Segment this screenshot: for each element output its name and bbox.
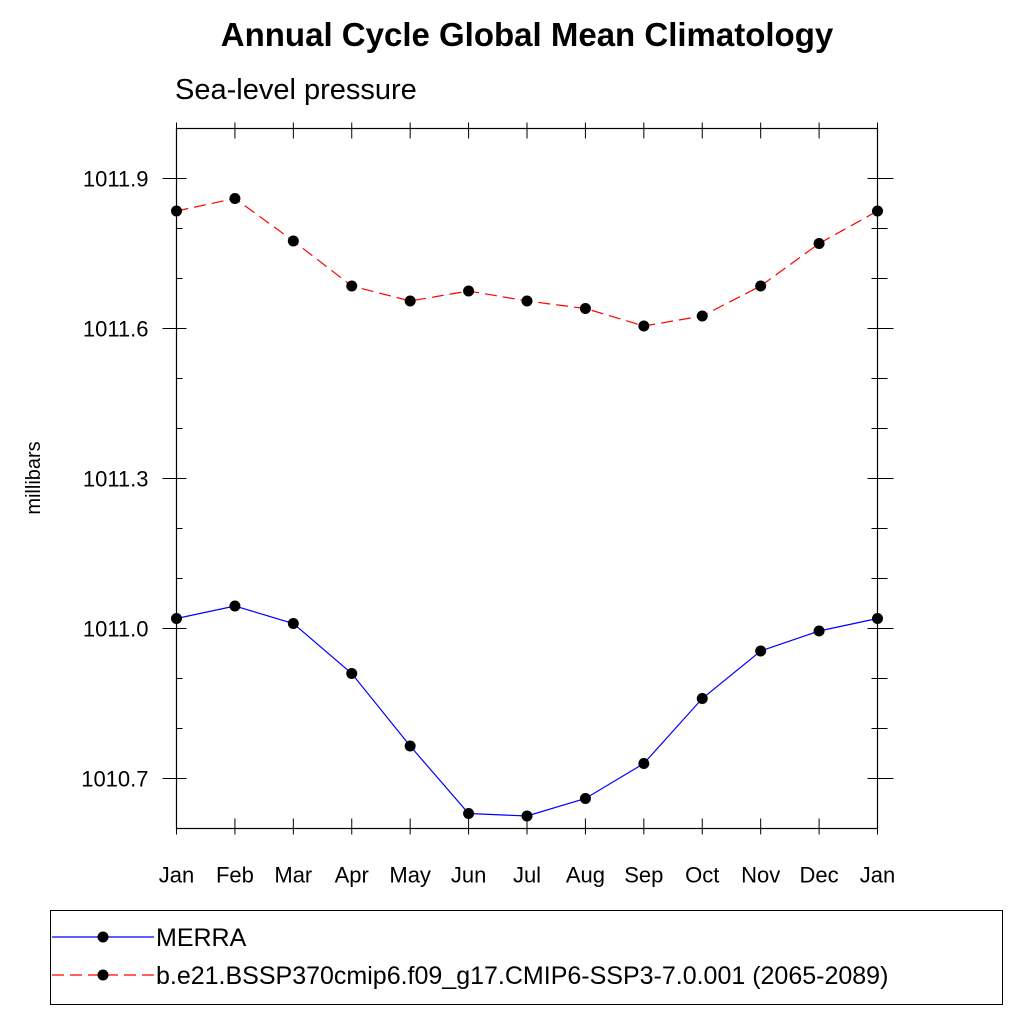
x-tick-label: Aug	[566, 863, 605, 888]
y-axis-label: millibars	[23, 441, 45, 514]
series-line-2	[176, 197, 878, 327]
x-tick-label: Feb	[216, 863, 254, 888]
legend-marker-2	[97, 969, 109, 981]
series-1-point	[696, 693, 708, 704]
y-tick-label: 1011.6	[83, 317, 149, 342]
series-1-point	[463, 808, 475, 819]
series-1-point	[638, 758, 650, 769]
series-1-point	[521, 810, 533, 822]
legend-box	[50, 910, 1003, 1005]
series-1-point	[755, 645, 767, 657]
series-2-point	[813, 238, 825, 249]
series-1-point	[346, 668, 358, 679]
x-tick-label: Mar	[274, 863, 312, 888]
series-1-point	[579, 793, 591, 804]
series-1-point	[229, 600, 241, 612]
x-tick-label: Nov	[741, 863, 780, 888]
legend-items: MERRA b.e21.BSSP370cmip6.f09_g17.CMIP6-SS…	[52, 924, 888, 990]
series-1-point	[404, 740, 416, 752]
series-2-point	[404, 295, 416, 307]
x-tick-label: Apr	[335, 863, 369, 888]
x-tick-label: Jan	[159, 863, 194, 888]
x-tick-label: Jan	[860, 863, 895, 888]
series-1-point	[171, 613, 182, 624]
series-2-point	[638, 320, 650, 332]
legend-marker-1	[97, 931, 109, 943]
y-tick-label: 1011.9	[83, 167, 149, 192]
series-2-point	[696, 310, 708, 322]
series-2-point	[287, 235, 299, 247]
series-2-point	[872, 205, 883, 217]
series-line-1	[176, 605, 878, 817]
series-layer	[171, 193, 883, 822]
x-tick-label: Jul	[513, 863, 541, 888]
legend-label-2: b.e21.BSSP370cmip6.f09_g17.CMIP6-SSP3-7.…	[156, 962, 888, 990]
series-2-point	[579, 303, 591, 314]
axis-ticks	[162, 122, 894, 835]
series-2-point	[229, 193, 241, 204]
chart-title: Annual Cycle Global Mean Climatology	[221, 16, 834, 53]
y-tick-label: 1011.0	[83, 617, 149, 642]
x-tick-label: Dec	[800, 863, 839, 888]
series-2-point	[755, 280, 767, 292]
x-tick-label: Jun	[451, 863, 486, 888]
series-2-point	[171, 205, 182, 217]
series-2-point	[521, 295, 533, 307]
x-tick-labels: Jan Feb Mar Apr May Jun Jul Aug Sep Oct Nov Dec Jan	[159, 863, 895, 888]
legend: MERRA b.e21.BSSP370cmip6.f09_g17.CMIP6-SS…	[50, 910, 1003, 1005]
series-1-point	[872, 613, 883, 624]
series-1-point	[287, 618, 299, 629]
plot-frame	[175, 127, 879, 830]
legend-label-1: MERRA	[156, 924, 247, 952]
y-tick-label: 1010.7	[81, 767, 148, 792]
x-tick-label: May	[389, 863, 431, 888]
series-2-point	[463, 285, 475, 297]
x-tick-label: Oct	[685, 863, 719, 888]
series-2-point	[346, 280, 358, 292]
chart-subtitle: Sea-level pressure	[175, 74, 417, 106]
series-1-point	[813, 625, 825, 637]
y-tick-label: 1011.3	[83, 467, 149, 492]
x-tick-label: Sep	[624, 863, 663, 888]
y-tick-labels: 1010.7 1011.0 1011.3 1011.6 1011.9	[81, 167, 148, 792]
